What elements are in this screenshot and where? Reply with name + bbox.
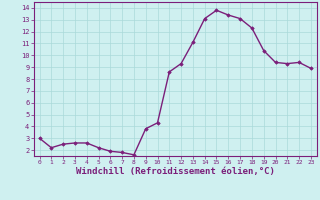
X-axis label: Windchill (Refroidissement éolien,°C): Windchill (Refroidissement éolien,°C) xyxy=(76,167,275,176)
